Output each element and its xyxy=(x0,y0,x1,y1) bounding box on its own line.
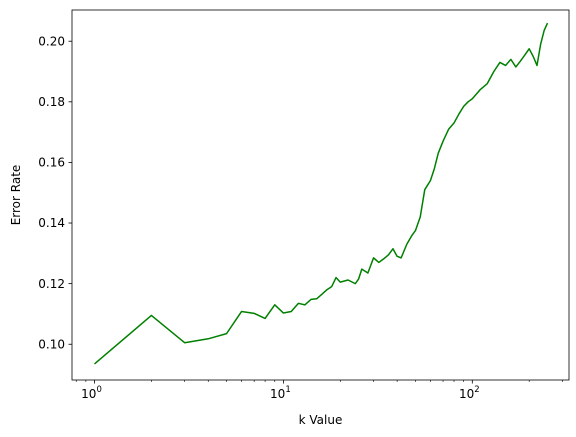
x-tick-label: 101 xyxy=(270,385,291,401)
y-axis-label: Error Rate xyxy=(9,165,23,226)
y-tick-label: 0.20 xyxy=(38,34,65,48)
x-tick-label-exponent: 0 xyxy=(96,385,101,395)
x-tick-label-exponent: 2 xyxy=(474,385,479,395)
x-tick-label: 102 xyxy=(459,385,480,401)
y-tick-label: 0.12 xyxy=(38,277,65,291)
y-tick-label: 0.14 xyxy=(38,216,65,230)
x-tick-label-base: 10 xyxy=(270,387,285,401)
x-tick-label-exponent: 1 xyxy=(285,385,290,395)
x-tick-label-base: 10 xyxy=(81,387,96,401)
y-tick-label: 0.16 xyxy=(38,156,65,170)
series-line-0 xyxy=(94,22,549,365)
y-tick-label: 0.18 xyxy=(38,95,65,109)
x-tick-label-base: 10 xyxy=(459,387,474,401)
x-axis-label: k Value xyxy=(299,413,343,427)
y-tick-label: 0.10 xyxy=(38,337,65,351)
plot-area xyxy=(94,22,549,365)
x-tick-label: 100 xyxy=(81,385,102,401)
axes-frame xyxy=(71,9,570,381)
